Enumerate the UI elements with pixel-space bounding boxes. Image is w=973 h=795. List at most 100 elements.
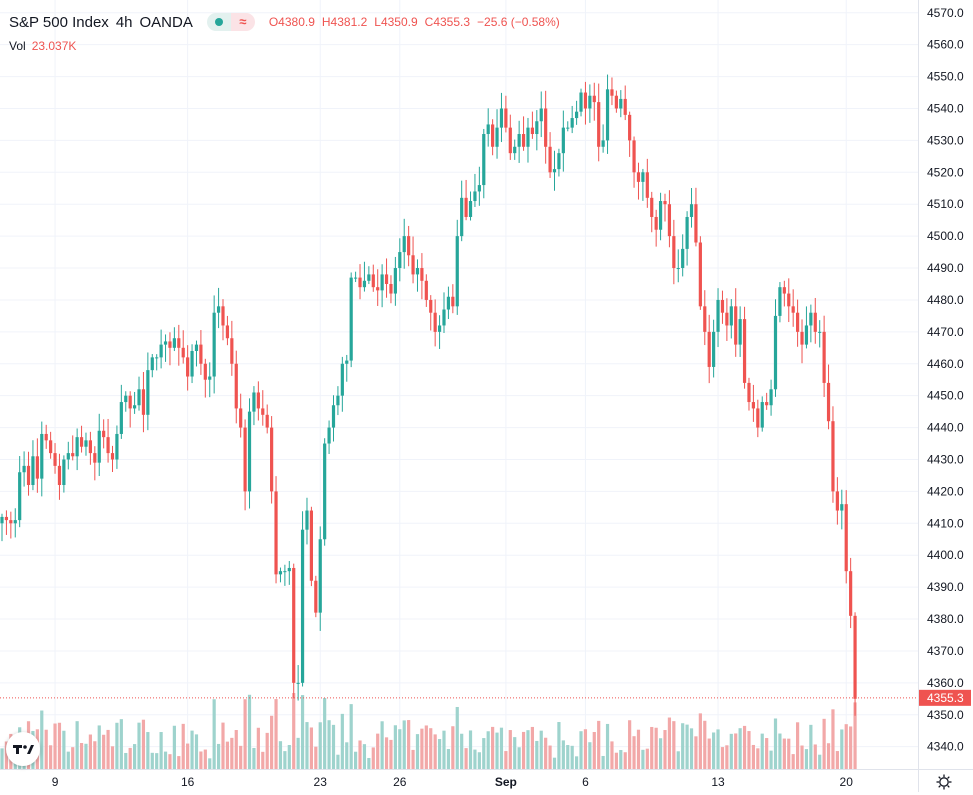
volume-bar xyxy=(221,722,225,769)
volume-bar xyxy=(725,745,729,769)
volume-bar xyxy=(747,731,751,769)
candle-body xyxy=(579,92,583,112)
candle-body xyxy=(208,376,212,380)
volume-bar xyxy=(504,751,508,769)
candle-body xyxy=(703,306,707,332)
volume-bar xyxy=(57,722,62,769)
candle-body xyxy=(110,453,115,460)
candle-body xyxy=(133,405,137,409)
volume-bar xyxy=(548,745,552,769)
candle-body xyxy=(747,382,751,403)
candle-body xyxy=(751,402,755,409)
volume-bar xyxy=(760,733,764,769)
candle-body xyxy=(345,360,349,364)
candle-body xyxy=(97,430,101,463)
volume-bar xyxy=(782,738,786,769)
volume-bars xyxy=(0,693,857,769)
volume-bar xyxy=(628,720,632,769)
volume-bar xyxy=(203,749,207,769)
gear-icon[interactable] xyxy=(936,774,952,790)
wave-icon: ≈ xyxy=(230,13,255,31)
time-axis[interactable]: 9 16 23 26 Sep 6 13 20 xyxy=(52,775,854,789)
volume-bar xyxy=(513,737,517,769)
candle-body xyxy=(513,146,517,154)
price-tick-label: 4390.0 xyxy=(927,580,964,594)
open-value: O4380.9 xyxy=(268,15,315,29)
candle-body xyxy=(296,682,300,684)
volume-bar xyxy=(371,747,375,769)
candle-body xyxy=(4,516,9,521)
candle-body xyxy=(71,453,75,457)
candle-body xyxy=(305,510,309,530)
volume-bar xyxy=(384,737,389,769)
candle-body xyxy=(362,280,367,288)
candle-body xyxy=(186,357,190,377)
green-dot-icon xyxy=(206,13,231,31)
candle-body xyxy=(778,287,782,316)
volume-bar xyxy=(663,730,667,769)
candle-body xyxy=(508,127,512,154)
volume-bar xyxy=(636,729,641,769)
candle-body xyxy=(826,382,831,422)
candle-body xyxy=(800,331,804,345)
candle-body xyxy=(380,274,384,291)
volume-bar xyxy=(482,738,486,769)
volume-label[interactable]: Vol xyxy=(9,39,26,53)
volume-bar xyxy=(787,738,791,769)
time-tick-label: 20 xyxy=(840,775,854,789)
candle-body xyxy=(106,437,110,454)
candle-body xyxy=(358,277,362,288)
volume-bar xyxy=(446,749,451,769)
volume-bar xyxy=(66,751,70,769)
candle-body xyxy=(539,108,543,122)
volume-bar xyxy=(499,727,504,769)
interval-label[interactable]: 4h xyxy=(115,13,133,31)
volume-bar xyxy=(526,730,530,769)
candle-body xyxy=(468,201,473,217)
volume-bar xyxy=(561,740,565,769)
volume-bar xyxy=(544,737,548,769)
volume-bar xyxy=(769,750,773,769)
volume-bar xyxy=(535,740,539,769)
candle-body xyxy=(300,529,305,683)
volume-bar xyxy=(610,741,614,769)
volume-bar xyxy=(53,723,57,769)
volume-bar xyxy=(566,745,570,769)
volume-bar xyxy=(597,720,601,769)
candle-body xyxy=(636,172,641,182)
volume-bar xyxy=(539,730,543,769)
price-tick-label: 4570.0 xyxy=(927,6,964,20)
volume-bar xyxy=(804,749,809,769)
source-label: OANDA xyxy=(139,13,193,31)
price-tick-label: 4350.0 xyxy=(927,708,964,722)
volume-bar xyxy=(778,733,782,769)
candle-body xyxy=(124,395,128,403)
candle-body xyxy=(822,331,826,383)
candle-body xyxy=(239,408,243,428)
volume-bar xyxy=(579,731,583,769)
price-tick-label: 4450.0 xyxy=(927,389,964,403)
symbol-title[interactable]: S&P 500 Index xyxy=(9,13,109,31)
candle-body xyxy=(570,118,574,128)
candle-body xyxy=(146,370,150,415)
candle-body xyxy=(31,456,35,486)
volume-bar xyxy=(407,720,411,769)
volume-bar xyxy=(97,725,101,769)
candle-body xyxy=(354,277,358,279)
volume-bar xyxy=(49,745,53,769)
candle-body xyxy=(168,341,172,348)
candle-body xyxy=(689,204,694,217)
candle-body xyxy=(720,299,725,313)
volume-bar xyxy=(398,729,402,769)
volume-bar xyxy=(831,709,835,769)
price-tick-label: 4550.0 xyxy=(927,70,964,84)
status-pill[interactable]: ≈ xyxy=(206,13,255,31)
tradingview-logo-icon[interactable] xyxy=(6,732,40,766)
volume-bar xyxy=(791,754,795,769)
price-axis[interactable]: 4340.0 4350.0 4360.0 4370.0 4380.0 4390.0 4400… xyxy=(927,6,964,754)
candle-body xyxy=(782,287,786,294)
candle-body xyxy=(402,236,406,253)
candle-body xyxy=(420,268,424,281)
volume-bar xyxy=(681,723,685,769)
